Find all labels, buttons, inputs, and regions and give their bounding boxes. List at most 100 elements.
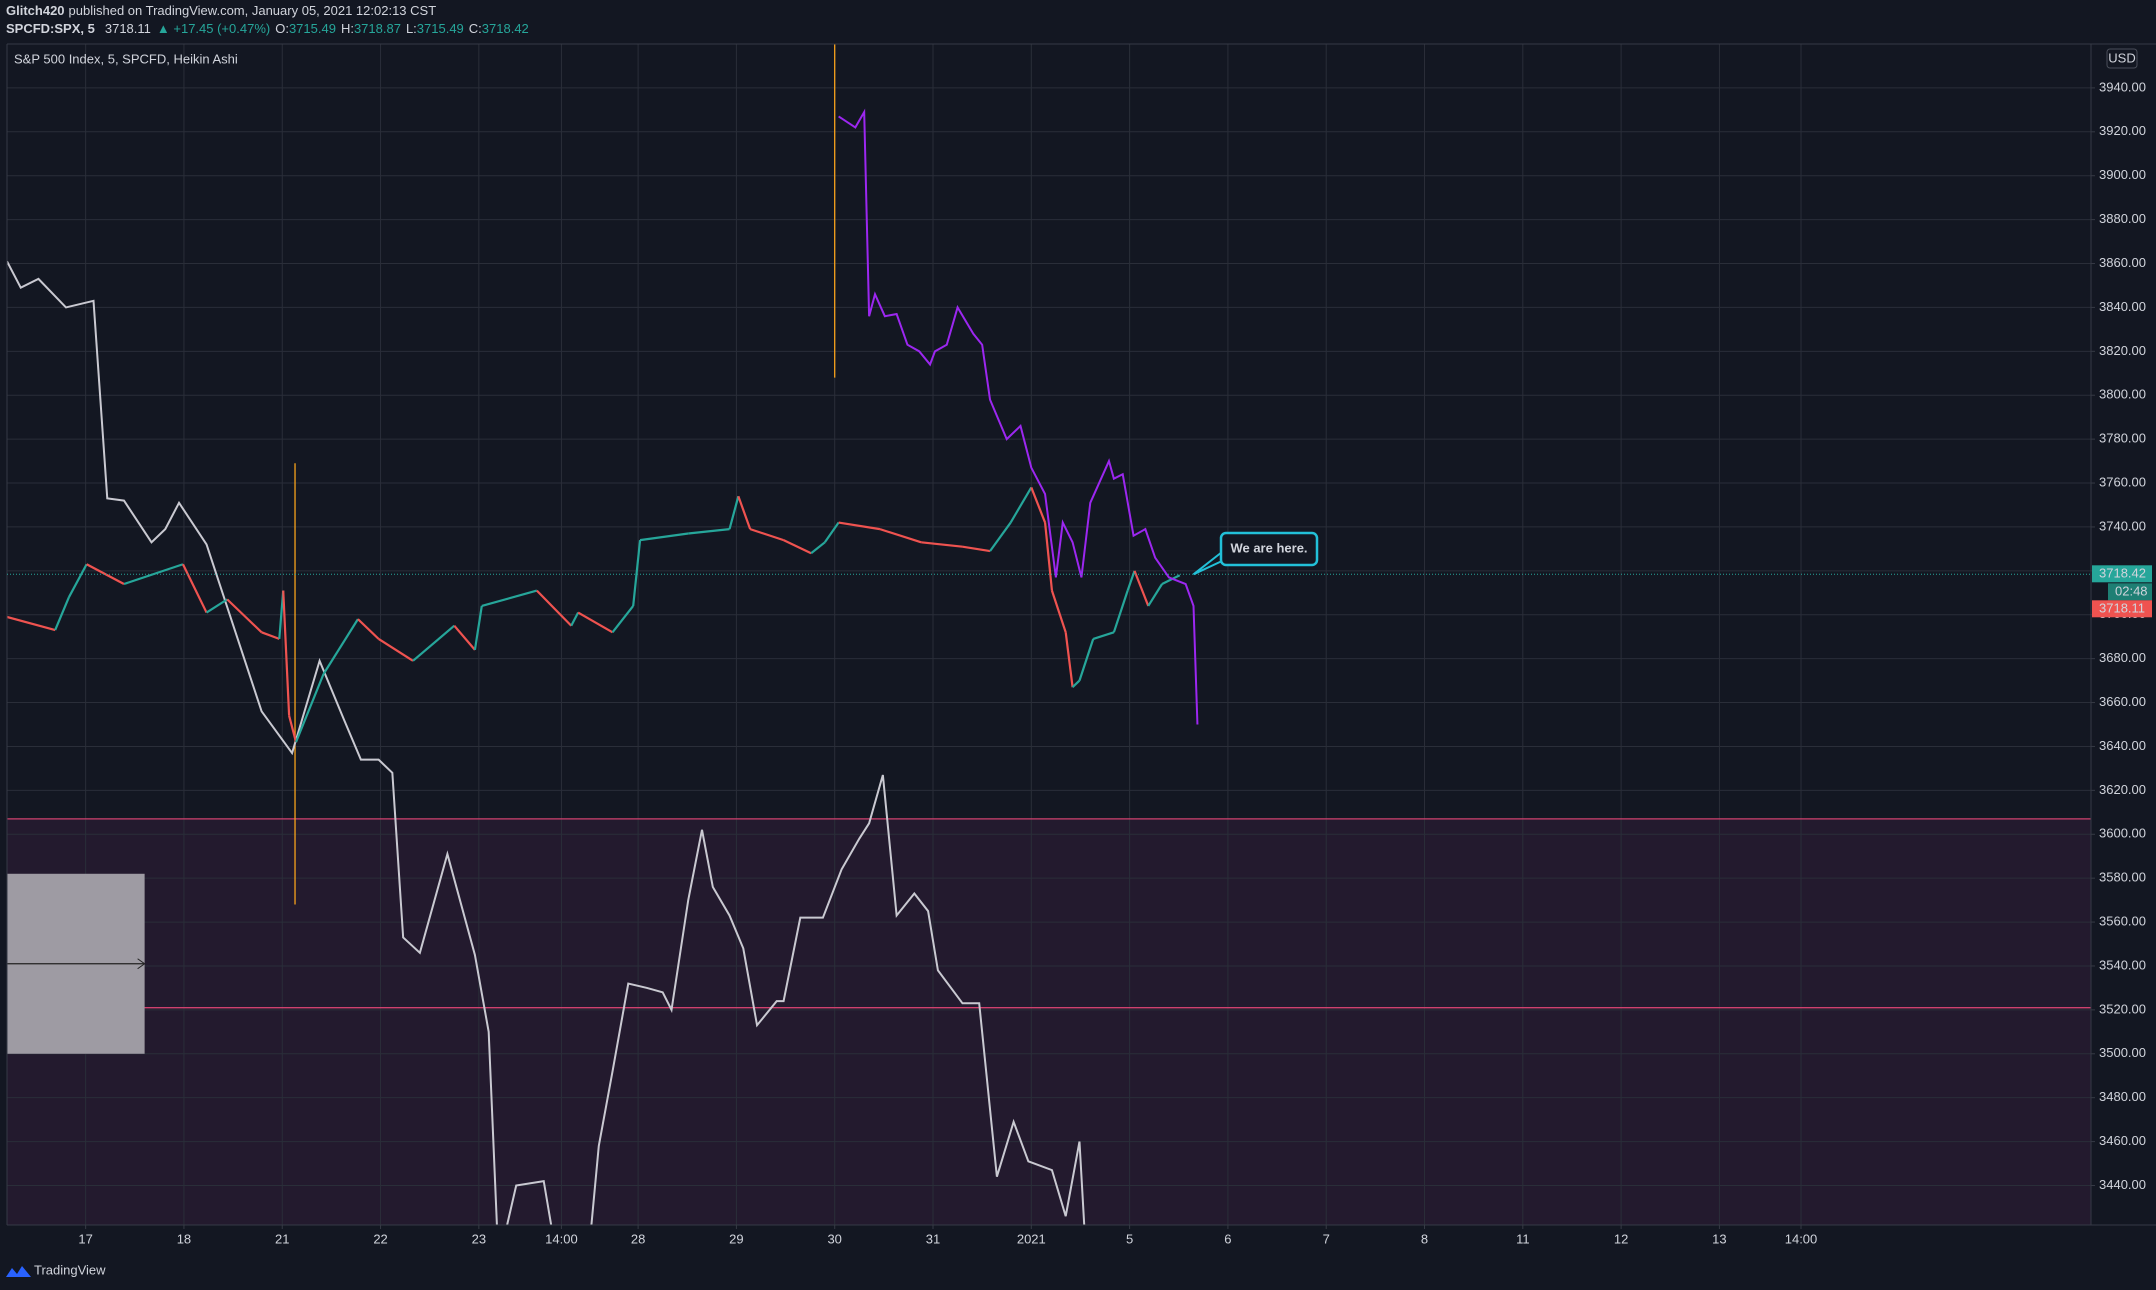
line-series: [838, 108, 1199, 725]
ohlc-value: 3715.49: [417, 21, 464, 36]
price-segment: [1071, 679, 1081, 688]
ohlc-value: 3715.49: [289, 21, 336, 36]
y-tick-label: 3560.00: [2099, 914, 2146, 929]
grid: [7, 44, 2091, 1225]
price-segment: [1147, 583, 1163, 607]
ohlc-value: 3718.42: [482, 21, 529, 36]
price-segment: [1030, 487, 1047, 523]
price-segment: [282, 590, 291, 716]
x-tick-label: 6: [1224, 1231, 1231, 1246]
ohlc-label: O:: [275, 21, 289, 36]
callout: [1219, 531, 1319, 567]
y-tick-label: 3740.00: [2099, 518, 2146, 533]
x-tick-label: 2021: [1017, 1231, 1046, 1246]
price-segment: [838, 521, 881, 531]
price-segment: [226, 598, 263, 634]
header-line: Glitch420 published on TradingView.com, J…: [6, 3, 436, 18]
price-segment: [261, 631, 280, 640]
y-tick-label: 3860.00: [2099, 255, 2146, 270]
x-tick-label: 13: [1712, 1231, 1726, 1246]
line-series: [7, 260, 1086, 1225]
last-price-box: [2092, 565, 2152, 583]
symbol: SPCFD:SPX, 5: [6, 21, 95, 36]
y-tick-label: 3600.00: [2099, 826, 2146, 841]
y-tick-label: 3680.00: [2099, 650, 2146, 665]
price-segment: [570, 612, 580, 627]
y-tick-label: 3820.00: [2099, 343, 2146, 358]
price-segment: [1112, 590, 1129, 633]
brand[interactable]: TradingView: [34, 1262, 106, 1277]
x-tick-label: 14:00: [1785, 1231, 1818, 1246]
y-tick-label: 3480.00: [2099, 1089, 2146, 1104]
last-price-label: 3718.42: [2099, 566, 2146, 581]
price-segment: [1126, 570, 1136, 591]
x-tick-label: 11: [1516, 1231, 1530, 1246]
price-segment: [453, 625, 476, 651]
x-tick-label: 8: [1421, 1231, 1428, 1246]
currency[interactable]: USD: [2108, 50, 2135, 65]
y-tick-label: 3540.00: [2099, 957, 2146, 972]
published: published on TradingView.com, January 05…: [69, 3, 437, 18]
price-segment: [879, 528, 922, 544]
price-segment: [749, 528, 784, 542]
ohlc-value: 3718.87: [354, 21, 401, 36]
price-segment: [288, 715, 298, 743]
x-tick-label: 29: [729, 1231, 743, 1246]
y-tick-label: 3440.00: [2099, 1177, 2146, 1192]
chart-title: S&P 500 Index, 5, SPCFD, Heikin Ashi: [14, 51, 238, 66]
price-segment: [54, 596, 70, 631]
price-segment: [1009, 486, 1033, 524]
price-segment: [7, 615, 56, 632]
symbol-line: SPCFD:SPX, 5 3718.11 ▲ +17.45 (+0.47%) O:37…: [6, 21, 529, 36]
callout-text: We are here.: [1230, 540, 1307, 555]
x-tick-label: 18: [177, 1231, 191, 1246]
price-segment: [810, 541, 826, 555]
price-segment: [481, 589, 538, 608]
price-segment: [1064, 632, 1074, 688]
x-tick-label: 21: [275, 1231, 289, 1246]
price-segment: [989, 521, 1012, 552]
change: ▲ +17.45 (+0.47%): [157, 21, 270, 36]
ohlc-label: L:: [406, 21, 417, 36]
price-segment: [632, 539, 642, 607]
price-segment: [1161, 574, 1181, 585]
price-segment: [611, 605, 635, 633]
y-tick-label: 3880.00: [2099, 211, 2146, 226]
price-segment: [1043, 522, 1054, 591]
ohlc-label: H:: [341, 21, 354, 36]
ohlc-label: C:: [469, 21, 482, 36]
y-tick-label: 3460.00: [2099, 1133, 2146, 1148]
price-segment: [639, 532, 689, 542]
y-tick-label: 3780.00: [2099, 431, 2146, 446]
price-segment: [67, 563, 88, 598]
footer: TradingView: [6, 1262, 106, 1277]
y-tick-label: 3920.00: [2099, 123, 2146, 138]
y-tick-label: 3620.00: [2099, 782, 2146, 797]
publisher: Glitch420: [6, 3, 65, 18]
y-tick-label: 3640.00: [2099, 738, 2146, 753]
x-tick-label: 22: [373, 1231, 387, 1246]
y-tick-label: 3660.00: [2099, 694, 2146, 709]
x-tick-label: 7: [1323, 1231, 1330, 1246]
plot-underlay: [7, 818, 2091, 1225]
x-tick-label: 17: [78, 1231, 92, 1246]
y-tick-label: 3840.00: [2099, 299, 2146, 314]
arrow-head: [137, 958, 146, 970]
price-segment: [823, 521, 840, 543]
price-segment: [322, 618, 359, 675]
close-price-box: [2092, 600, 2152, 618]
logo: [6, 1266, 31, 1277]
countdown-box: [2108, 583, 2152, 601]
y-tick-label: 3900.00: [2099, 167, 2146, 182]
zone: [7, 818, 2091, 1225]
y-tick-label: 3580.00: [2099, 870, 2146, 885]
x-tick-label: 12: [1614, 1231, 1628, 1246]
x-tick-label: 30: [827, 1231, 841, 1246]
axes: [6, 43, 2156, 1226]
price-segment: [123, 563, 184, 586]
plot-marks: [7, 44, 2091, 1225]
price-segment: [737, 495, 752, 530]
x-tick-label: 5: [1126, 1231, 1133, 1246]
